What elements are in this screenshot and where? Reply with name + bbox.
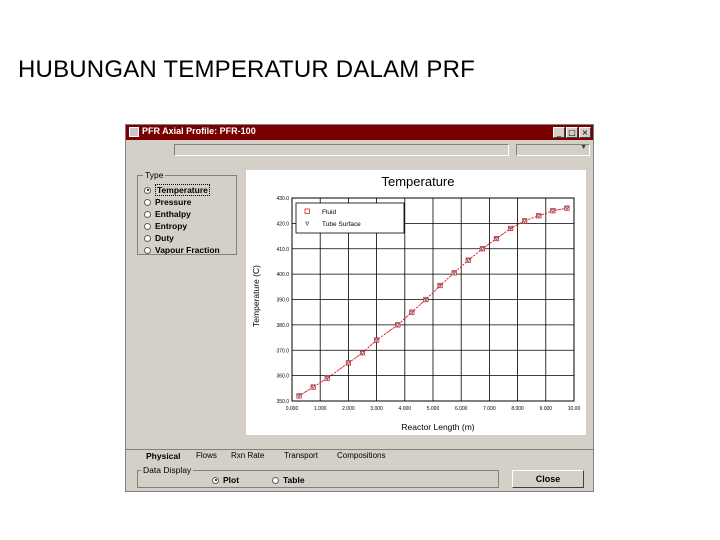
- object-name-field[interactable]: [174, 144, 509, 156]
- data-point-marker: [452, 271, 457, 276]
- y-tick-label: 400.0: [276, 272, 289, 278]
- data-point-marker: [550, 209, 555, 213]
- chart-legend: [295, 202, 405, 234]
- minimize-button[interactable]: _: [553, 127, 565, 138]
- data-point-marker: [536, 214, 541, 218]
- y-tick-label: 410.0: [276, 247, 289, 253]
- x-axis-label: Reactor Length (m): [401, 422, 474, 432]
- radio-icon[interactable]: [144, 246, 151, 254]
- radio-icon[interactable]: [144, 198, 151, 206]
- y-tick-label: 370.0: [276, 348, 289, 354]
- type-group: Type Temperature Pressure Enthalpy Entro…: [137, 170, 237, 256]
- data-display-table[interactable]: Table: [272, 474, 305, 486]
- temperature-chart: Temperature Reactor Length (m) Temperatu…: [246, 170, 586, 435]
- data-point-marker: [325, 376, 330, 381]
- tab-flows[interactable]: Flows: [196, 451, 217, 460]
- radio-icon[interactable]: [144, 186, 151, 194]
- x-tick-label: 6.000: [455, 406, 468, 412]
- y-tick-label: 360.0: [276, 374, 289, 380]
- radio-icon[interactable]: [212, 476, 219, 484]
- data-point-marker: [437, 284, 443, 288]
- data-display-group: Data Display Plot Table: [137, 465, 499, 488]
- x-tick-label: 0.000: [286, 406, 299, 412]
- x-tick-label: 8.000: [511, 406, 524, 412]
- y-tick-label: 350.0: [276, 399, 289, 405]
- data-display-label: Data Display: [141, 465, 194, 475]
- data-point-marker: [423, 298, 429, 302]
- x-tick-label: 5.000: [427, 406, 440, 412]
- x-tick-label: 2.000: [342, 406, 355, 412]
- y-tick-label: 430.0: [276, 196, 289, 202]
- data-point-marker: [395, 323, 400, 328]
- plot-frame: [291, 197, 575, 402]
- y-axis-label: Temperature (C): [251, 265, 261, 327]
- chevron-down-icon[interactable]: ▼: [580, 144, 587, 151]
- legend-entry: Fluid: [322, 209, 336, 216]
- type-option-duty[interactable]: Duty: [144, 232, 174, 244]
- tab-strip-line: [126, 449, 593, 450]
- data-point-marker: [508, 226, 513, 231]
- x-tick-label: 9.000: [540, 406, 553, 412]
- window-title: PFR Axial Profile: PFR-100: [142, 126, 256, 136]
- tab-compositions[interactable]: Compositions: [337, 451, 386, 460]
- type-option-entropy[interactable]: Entropy: [144, 220, 187, 232]
- radio-icon[interactable]: [144, 234, 151, 242]
- legend-entry: Tube Surface: [322, 221, 361, 228]
- data-display-plot[interactable]: Plot: [212, 474, 239, 486]
- data-point-marker: [522, 219, 527, 224]
- close-button[interactable]: Close: [512, 470, 584, 488]
- radio-icon[interactable]: [144, 210, 151, 218]
- legend-marker: [304, 208, 310, 214]
- x-tick-label: 7.000: [483, 406, 496, 412]
- data-point-marker: [466, 258, 471, 263]
- data-point-marker: [346, 361, 351, 366]
- legend-marker: [305, 221, 310, 226]
- x-tick-label: 4.000: [399, 406, 412, 412]
- tab-rxn-rate[interactable]: Rxn Rate: [231, 451, 265, 460]
- x-tick-label: 10.00: [568, 406, 581, 412]
- slide-title: HUBUNGAN TEMPERATUR DALAM PRF: [18, 56, 475, 83]
- window-titlebar[interactable]: PFR Axial Profile: PFR-100 _ □ ×: [126, 125, 593, 140]
- y-tick-label: 420.0: [276, 221, 289, 227]
- close-window-button[interactable]: ×: [579, 127, 591, 138]
- radio-icon[interactable]: [272, 476, 279, 484]
- data-point-marker: [311, 385, 316, 390]
- pfr-axial-profile-window: PFR Axial Profile: PFR-100 _ □ × ▼ Type …: [125, 124, 594, 492]
- data-point-marker: [494, 237, 499, 241]
- y-tick-label: 390.0: [276, 298, 289, 304]
- variable-dropdown[interactable]: ▼: [516, 144, 590, 156]
- data-point-marker: [374, 338, 379, 343]
- tab-physical[interactable]: Physical: [146, 451, 181, 461]
- type-group-label: Type: [143, 170, 166, 180]
- data-point-marker: [480, 247, 485, 251]
- data-point-marker: [360, 351, 365, 355]
- y-tick-label: 380.0: [276, 323, 289, 329]
- type-option-temperature[interactable]: Temperature: [144, 184, 210, 196]
- x-tick-label: 3.000: [370, 406, 383, 412]
- data-point-marker: [564, 206, 570, 211]
- type-option-enthalpy[interactable]: Enthalpy: [144, 208, 191, 220]
- maximize-button[interactable]: □: [566, 127, 578, 138]
- data-point-marker: [296, 394, 302, 399]
- data-point-marker: [409, 310, 414, 315]
- chart-title: Temperature: [382, 174, 455, 189]
- radio-icon[interactable]: [144, 222, 151, 230]
- tab-transport[interactable]: Transport: [284, 451, 318, 460]
- x-tick-label: 1.000: [314, 406, 327, 412]
- type-option-pressure[interactable]: Pressure: [144, 196, 191, 208]
- app-icon: [129, 127, 139, 137]
- type-option-vapour-fraction[interactable]: Vapour Fraction: [144, 244, 220, 256]
